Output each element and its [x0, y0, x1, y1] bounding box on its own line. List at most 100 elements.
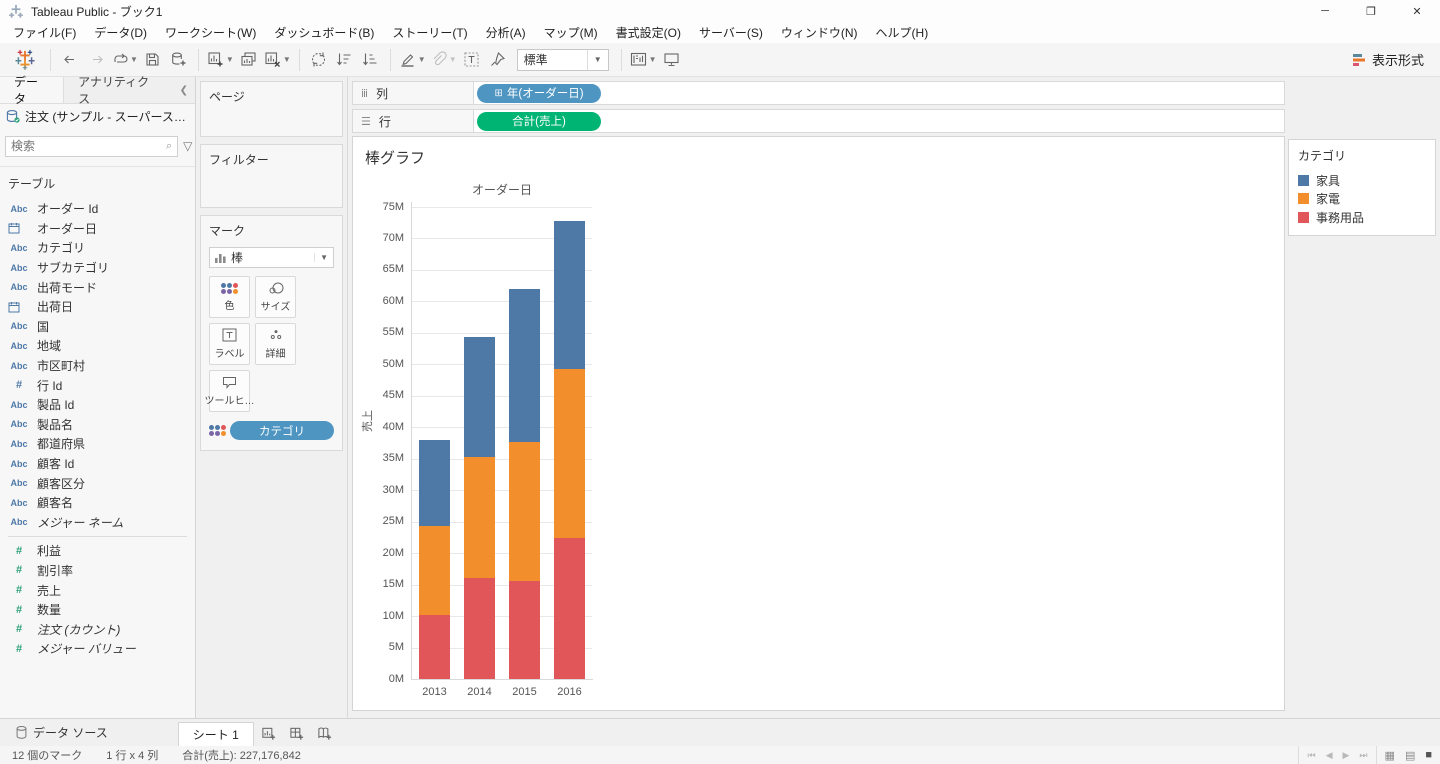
last-page-icon[interactable]: ⏭ — [1359, 749, 1368, 760]
field-item[interactable]: # 利益 — [0, 541, 195, 561]
datasource-tab[interactable]: データ ソース — [6, 719, 118, 746]
field-item[interactable]: Abc メジャー ネーム — [0, 513, 195, 533]
field-item[interactable]: Abc 製品名 — [0, 415, 195, 435]
menu-a[interactable]: 分析(A) — [485, 26, 526, 40]
minimize-button[interactable]: ─ — [1321, 5, 1329, 17]
fix-axes-button[interactable] — [485, 47, 511, 73]
next-page-icon[interactable]: ▶ — [1342, 749, 1350, 760]
mark-type-dropdown[interactable]: 棒 ▼ — [209, 247, 334, 268]
marks-button-tooltip[interactable]: ツールヒ… — [205, 370, 255, 412]
duplicate-sheet-button[interactable] — [236, 47, 262, 73]
show-mark-labels-button[interactable] — [459, 47, 485, 73]
bar-2014-家具[interactable] — [464, 336, 495, 458]
bar-2015-家電[interactable] — [509, 441, 540, 582]
field-item[interactable]: Abc 市区町村 — [0, 356, 195, 376]
presentation-mode-button[interactable] — [659, 47, 685, 73]
field-item[interactable]: # 売上 — [0, 580, 195, 600]
field-item[interactable]: # 行 Id — [0, 375, 195, 395]
legend-item[interactable]: 家具 — [1298, 171, 1426, 190]
bar-2013-家具[interactable] — [419, 439, 450, 527]
marks-button-label[interactable]: ラベル — [209, 323, 250, 365]
clear-sheet-button[interactable]: ▼ — [262, 47, 293, 73]
bar-2013-事務用品[interactable] — [419, 614, 450, 679]
new-datasource-button[interactable] — [166, 47, 192, 73]
menu-t[interactable]: ストーリー(T) — [392, 26, 468, 40]
menu-n[interactable]: ウィンドウ(N) — [780, 26, 858, 40]
marks-button-size[interactable]: サイズ — [255, 276, 296, 318]
new-story-button[interactable] — [312, 722, 338, 744]
field-item[interactable]: # 割引率 — [0, 561, 195, 581]
menu-s[interactable]: サーバー(S) — [698, 26, 763, 40]
first-page-icon[interactable]: ⏮ — [1307, 749, 1316, 760]
bar-2014-家電[interactable] — [464, 457, 495, 579]
swap-axes-button[interactable] — [306, 47, 332, 73]
redo-button[interactable]: ▼ — [109, 47, 140, 73]
field-item[interactable]: Abc 出荷モード — [0, 277, 195, 297]
bar-2016-家電[interactable] — [554, 369, 585, 539]
bar-2013-家電[interactable] — [419, 526, 450, 615]
pill-sum-sales[interactable]: 合計(売上) — [477, 111, 601, 131]
bar-2015-事務用品[interactable] — [509, 581, 540, 679]
new-worksheet-button[interactable] — [256, 722, 282, 744]
field-item[interactable]: Abc 顧客 Id — [0, 454, 195, 474]
menu-f[interactable]: ファイル(F) — [13, 26, 77, 40]
sheet-title[interactable]: 棒グラフ — [365, 150, 426, 167]
back-button[interactable] — [57, 47, 83, 73]
menu-b[interactable]: ダッシュボード(B) — [274, 26, 375, 40]
fit-selector[interactable]: 標準 ▼ — [516, 48, 609, 71]
show-cards-button[interactable]: ▼ — [628, 47, 659, 73]
field-item[interactable]: Abc 都道府県 — [0, 434, 195, 454]
field-item[interactable]: 出荷日 — [0, 297, 195, 317]
tab-sheet-1[interactable]: シート 1 — [177, 722, 254, 746]
marks-button-detail[interactable]: 詳細 — [255, 323, 296, 365]
filter-fields-icon[interactable]: ▽ — [183, 139, 193, 153]
filmstrip-view-icon[interactable]: ▤ — [1404, 749, 1416, 762]
filters-shelf[interactable]: フィルター — [200, 144, 343, 208]
menu-o[interactable]: 書式設定(O) — [615, 26, 681, 40]
new-worksheet-button[interactable]: ▼ — [205, 47, 236, 73]
field-item[interactable]: # 注文 (カウント) — [0, 619, 195, 639]
field-item[interactable]: Abc 顧客区分 — [0, 473, 195, 493]
sort-ascending-button[interactable] — [332, 47, 358, 73]
field-item[interactable]: Abc 国 — [0, 317, 195, 337]
bar-2015-家具[interactable] — [509, 288, 540, 442]
pages-shelf[interactable]: ページ — [200, 81, 343, 137]
marks-button-color[interactable]: 色 — [209, 276, 250, 318]
legend-item[interactable]: 事務用品 — [1298, 208, 1426, 227]
bar-2016-事務用品[interactable] — [554, 538, 585, 679]
field-item[interactable]: Abc カテゴリ — [0, 238, 195, 258]
tab-analytics[interactable]: アナリティクス — [78, 75, 150, 106]
bar-2014-事務用品[interactable] — [464, 578, 495, 679]
close-button[interactable]: ✕ — [1412, 5, 1422, 18]
field-item[interactable]: Abc オーダー Id — [0, 199, 195, 219]
columns-shelf[interactable]: ⅲ 列 ⊞ 年(オーダー日) — [352, 81, 1285, 105]
menu-w[interactable]: ワークシート(W) — [165, 26, 257, 40]
menu-m[interactable]: マップ(M) — [543, 26, 598, 40]
sort-descending-button[interactable] — [358, 47, 384, 73]
tab-data[interactable]: データ — [0, 75, 65, 106]
bar-2016-家具[interactable] — [554, 220, 585, 370]
new-dashboard-button[interactable] — [284, 722, 310, 744]
menu-d[interactable]: データ(D) — [94, 26, 147, 40]
grid-view-icon[interactable]: ▦ — [1384, 749, 1395, 762]
fullscreen-icon[interactable]: ■ — [1425, 749, 1432, 761]
field-item[interactable]: Abc 地域 — [0, 336, 195, 356]
show-me-button[interactable]: 表示形式 — [1342, 47, 1434, 72]
highlight-button[interactable]: ▼ — [397, 47, 428, 73]
field-item[interactable]: オーダー日 — [0, 219, 195, 239]
legend-item[interactable]: 家電 — [1298, 190, 1426, 209]
field-item[interactable]: Abc 製品 Id — [0, 395, 195, 415]
field-item[interactable]: Abc 顧客名 — [0, 493, 195, 513]
field-item[interactable]: Abc サブカテゴリ — [0, 258, 195, 278]
field-item[interactable]: # 数量 — [0, 600, 195, 620]
restore-button[interactable]: ❐ — [1366, 5, 1376, 18]
datasource-item[interactable]: 注文 (サンプル - スーパース… — [0, 104, 195, 128]
collapse-pane-icon[interactable]: ❮ — [179, 84, 188, 96]
field-item[interactable]: # メジャー バリュー — [0, 639, 195, 659]
save-button[interactable] — [140, 47, 166, 73]
pill-year-order-date[interactable]: ⊞ 年(オーダー日) — [477, 83, 601, 103]
marks-pill-category[interactable]: カテゴリ — [230, 421, 334, 440]
rows-shelf[interactable]: ☰ 行 合計(売上) — [352, 109, 1285, 133]
search-input[interactable] — [11, 139, 166, 153]
prev-page-icon[interactable]: ◀ — [1325, 749, 1333, 760]
